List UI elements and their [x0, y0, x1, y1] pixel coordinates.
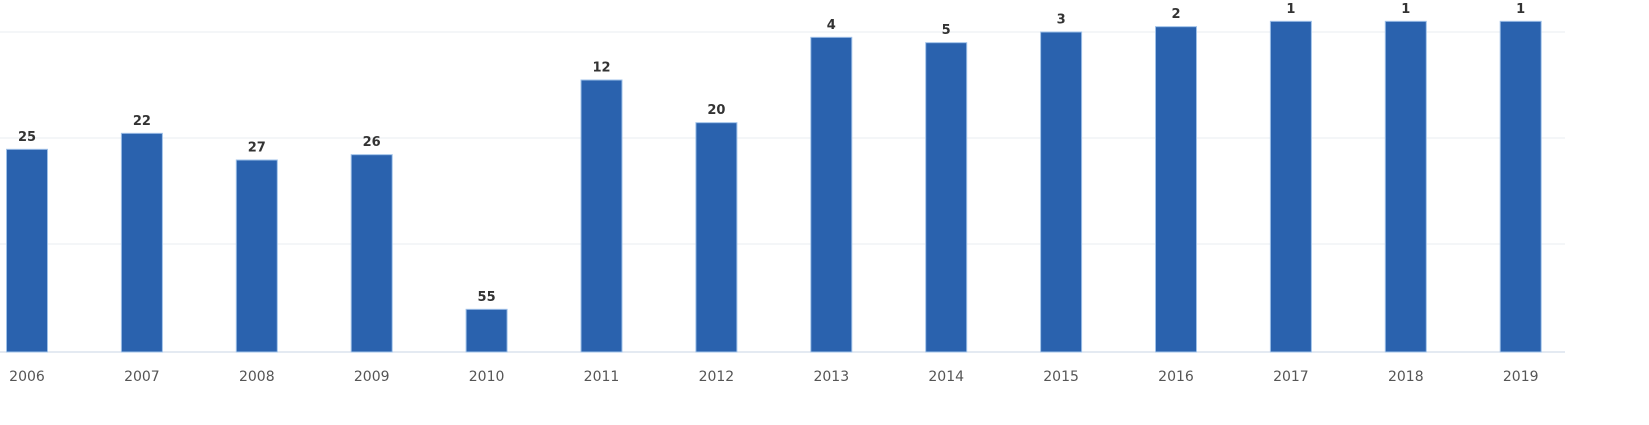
x-tick-label: 2010: [469, 369, 505, 385]
bar: [1155, 26, 1197, 353]
x-tick-label: 2007: [124, 369, 160, 385]
data-label: 20: [707, 103, 725, 118]
data-label: 1: [1401, 2, 1410, 17]
bar: [1499, 20, 1542, 353]
data-label: 4: [827, 18, 836, 33]
bar: [1040, 31, 1083, 353]
bar: [1384, 20, 1427, 353]
data-label: 5: [942, 23, 951, 38]
data-label: 55: [478, 290, 496, 305]
bar: [695, 122, 738, 353]
x-tick-label: 2019: [1503, 369, 1539, 385]
data-label: 26: [363, 135, 381, 150]
bar: [120, 132, 163, 353]
x-tick-label: 2013: [813, 369, 849, 385]
data-label: 27: [248, 141, 266, 156]
data-label: 25: [18, 130, 36, 145]
data-label: 22: [133, 114, 151, 129]
x-tick-label: 2009: [354, 369, 390, 385]
data-label: 1: [1516, 2, 1525, 17]
bar: [465, 308, 508, 353]
x-tick-label: 2016: [1158, 369, 1194, 385]
bar: [580, 79, 623, 353]
x-tick-label: 2015: [1043, 369, 1079, 385]
data-label: 2: [1171, 7, 1180, 22]
x-tick-label: 2006: [9, 369, 45, 385]
bar: [350, 154, 393, 353]
bar: [810, 36, 853, 353]
bar: [1269, 20, 1312, 353]
x-tick-label: 2012: [699, 369, 735, 385]
x-tick-label: 2011: [584, 369, 620, 385]
x-tick-label: 2017: [1273, 369, 1309, 385]
x-tick-label: 2014: [928, 369, 964, 385]
bar: [6, 148, 48, 353]
bar: [925, 42, 968, 353]
data-label: 3: [1057, 13, 1066, 28]
x-tick-label: 2008: [239, 369, 275, 385]
data-label: 12: [592, 61, 610, 76]
data-label: 1: [1286, 2, 1295, 17]
x-tick-label: 2018: [1388, 369, 1424, 385]
bar: [235, 159, 278, 353]
